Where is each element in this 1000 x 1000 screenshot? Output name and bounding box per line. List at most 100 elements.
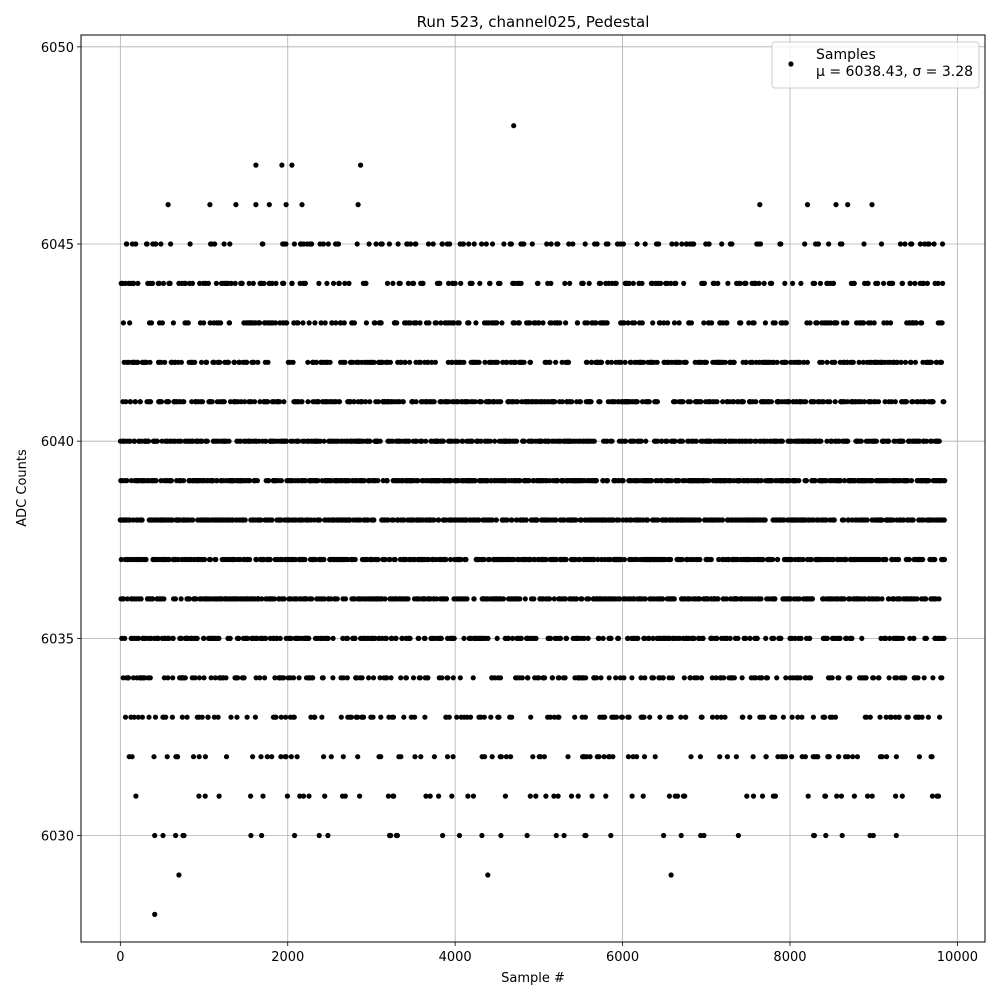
data-point: [770, 556, 776, 563]
data-point: [391, 793, 397, 799]
data-point: [504, 517, 510, 523]
data-point: [321, 596, 327, 602]
data-point: [375, 399, 381, 405]
data-point: [434, 596, 440, 602]
data-point: [632, 320, 638, 326]
data-point: [919, 714, 925, 720]
data-point: [803, 478, 810, 484]
data-point: [481, 714, 487, 720]
data-point: [189, 280, 196, 286]
data-point: [534, 517, 540, 523]
data-point: [210, 478, 216, 484]
data-point: [521, 359, 527, 365]
data-point: [449, 359, 455, 365]
data-point: [494, 635, 500, 642]
data-point: [393, 635, 399, 642]
data-point: [258, 517, 264, 523]
data-point: [608, 832, 614, 839]
data-point: [586, 280, 592, 286]
data-point: [341, 320, 347, 326]
data-point: [499, 320, 505, 326]
data-point: [769, 478, 775, 484]
data-point: [599, 359, 605, 365]
x-tick-label: 6000: [606, 950, 639, 965]
data-point: [272, 675, 278, 681]
data-point: [900, 635, 906, 642]
data-point: [464, 596, 470, 602]
data-point: [213, 556, 219, 563]
data-point: [731, 359, 737, 365]
data-point: [189, 399, 195, 405]
data-point: [725, 280, 731, 286]
data-point: [139, 517, 145, 523]
data-point: [281, 675, 287, 681]
data-point: [641, 754, 648, 760]
data-point: [450, 675, 456, 681]
data-point: [860, 359, 866, 365]
data-point: [902, 359, 909, 365]
data-point: [167, 280, 173, 286]
data-point: [352, 556, 358, 563]
data-point: [509, 714, 515, 720]
data-point: [398, 359, 404, 365]
data-point: [252, 399, 258, 405]
data-point: [604, 478, 611, 484]
data-point: [807, 320, 813, 326]
data-point: [642, 635, 648, 642]
data-point: [908, 359, 914, 365]
data-point: [295, 438, 302, 444]
data-point: [330, 280, 337, 286]
data-point: [310, 675, 316, 681]
data-point: [281, 280, 287, 286]
data-point: [317, 438, 323, 444]
data-point: [713, 675, 719, 681]
data-point: [533, 635, 539, 642]
data-point: [936, 596, 942, 602]
data-point: [262, 675, 268, 681]
data-point: [562, 675, 568, 681]
data-point: [417, 675, 423, 681]
data-point: [330, 635, 336, 642]
data-point: [622, 359, 628, 365]
data-point: [659, 478, 665, 484]
data-point: [760, 556, 766, 563]
data-point: [302, 556, 308, 563]
data-point: [144, 241, 150, 247]
data-point: [225, 359, 232, 365]
data-point: [673, 241, 679, 247]
data-point: [677, 359, 683, 365]
chart-title: Run 523, channel025, Pedestal: [417, 13, 650, 31]
data-point: [483, 241, 489, 247]
data-point: [875, 596, 881, 602]
data-point: [871, 320, 877, 326]
data-point: [367, 399, 373, 405]
data-point: [152, 911, 158, 918]
data-point: [621, 675, 627, 681]
data-point: [135, 635, 141, 642]
data-point: [619, 714, 626, 720]
data-point: [388, 832, 394, 839]
data-point: [717, 754, 723, 760]
data-point: [125, 675, 132, 681]
data-point: [511, 320, 518, 326]
data-point: [281, 596, 287, 602]
data-point: [547, 359, 553, 365]
data-point: [215, 714, 221, 720]
x-tick-label: 10000: [937, 950, 978, 965]
data-point: [175, 754, 181, 760]
data-point: [621, 556, 628, 563]
data-point: [181, 832, 187, 839]
data-point: [799, 714, 805, 720]
data-point: [807, 635, 813, 642]
data-point: [591, 438, 597, 444]
data-point: [650, 675, 657, 681]
data-point: [284, 793, 290, 799]
data-point: [123, 399, 129, 405]
data-point: [263, 635, 269, 642]
data-point: [370, 714, 376, 720]
data-point: [132, 399, 138, 405]
data-point: [469, 438, 475, 444]
data-point: [232, 280, 238, 286]
data-point: [390, 517, 396, 523]
